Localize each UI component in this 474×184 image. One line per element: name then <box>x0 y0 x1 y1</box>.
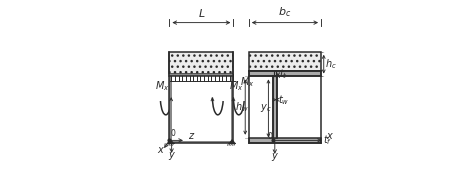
Text: $y$: $y$ <box>271 151 279 163</box>
Text: $t_f$: $t_f$ <box>323 133 332 147</box>
Text: $y_c$: $y_c$ <box>260 102 272 114</box>
Bar <box>169 74 233 76</box>
Text: $h_w$: $h_w$ <box>235 100 249 114</box>
Bar <box>231 74 233 143</box>
Text: 0: 0 <box>267 132 272 141</box>
Text: $M_x$: $M_x$ <box>155 79 169 93</box>
Text: 0: 0 <box>170 129 175 138</box>
Text: $x$: $x$ <box>326 132 334 141</box>
Bar <box>249 138 321 143</box>
Text: $M_x$: $M_x$ <box>229 79 243 93</box>
Text: $L$: $L$ <box>198 7 205 19</box>
Text: $y$: $y$ <box>168 150 176 162</box>
Text: $t_t$: $t_t$ <box>279 67 288 81</box>
Bar <box>169 141 233 143</box>
Bar <box>169 74 172 143</box>
Text: $z$: $z$ <box>188 132 195 141</box>
Bar <box>169 52 233 74</box>
Bar <box>249 52 321 71</box>
Polygon shape <box>230 140 235 143</box>
Text: $x$: $x$ <box>156 145 165 155</box>
Bar <box>249 71 321 77</box>
Text: $t_w$: $t_w$ <box>278 93 289 107</box>
Text: $h_c$: $h_c$ <box>325 57 337 71</box>
Bar <box>273 77 277 138</box>
Polygon shape <box>168 140 173 143</box>
Text: $M_x$: $M_x$ <box>240 76 254 89</box>
Text: $b_c$: $b_c$ <box>278 6 292 19</box>
